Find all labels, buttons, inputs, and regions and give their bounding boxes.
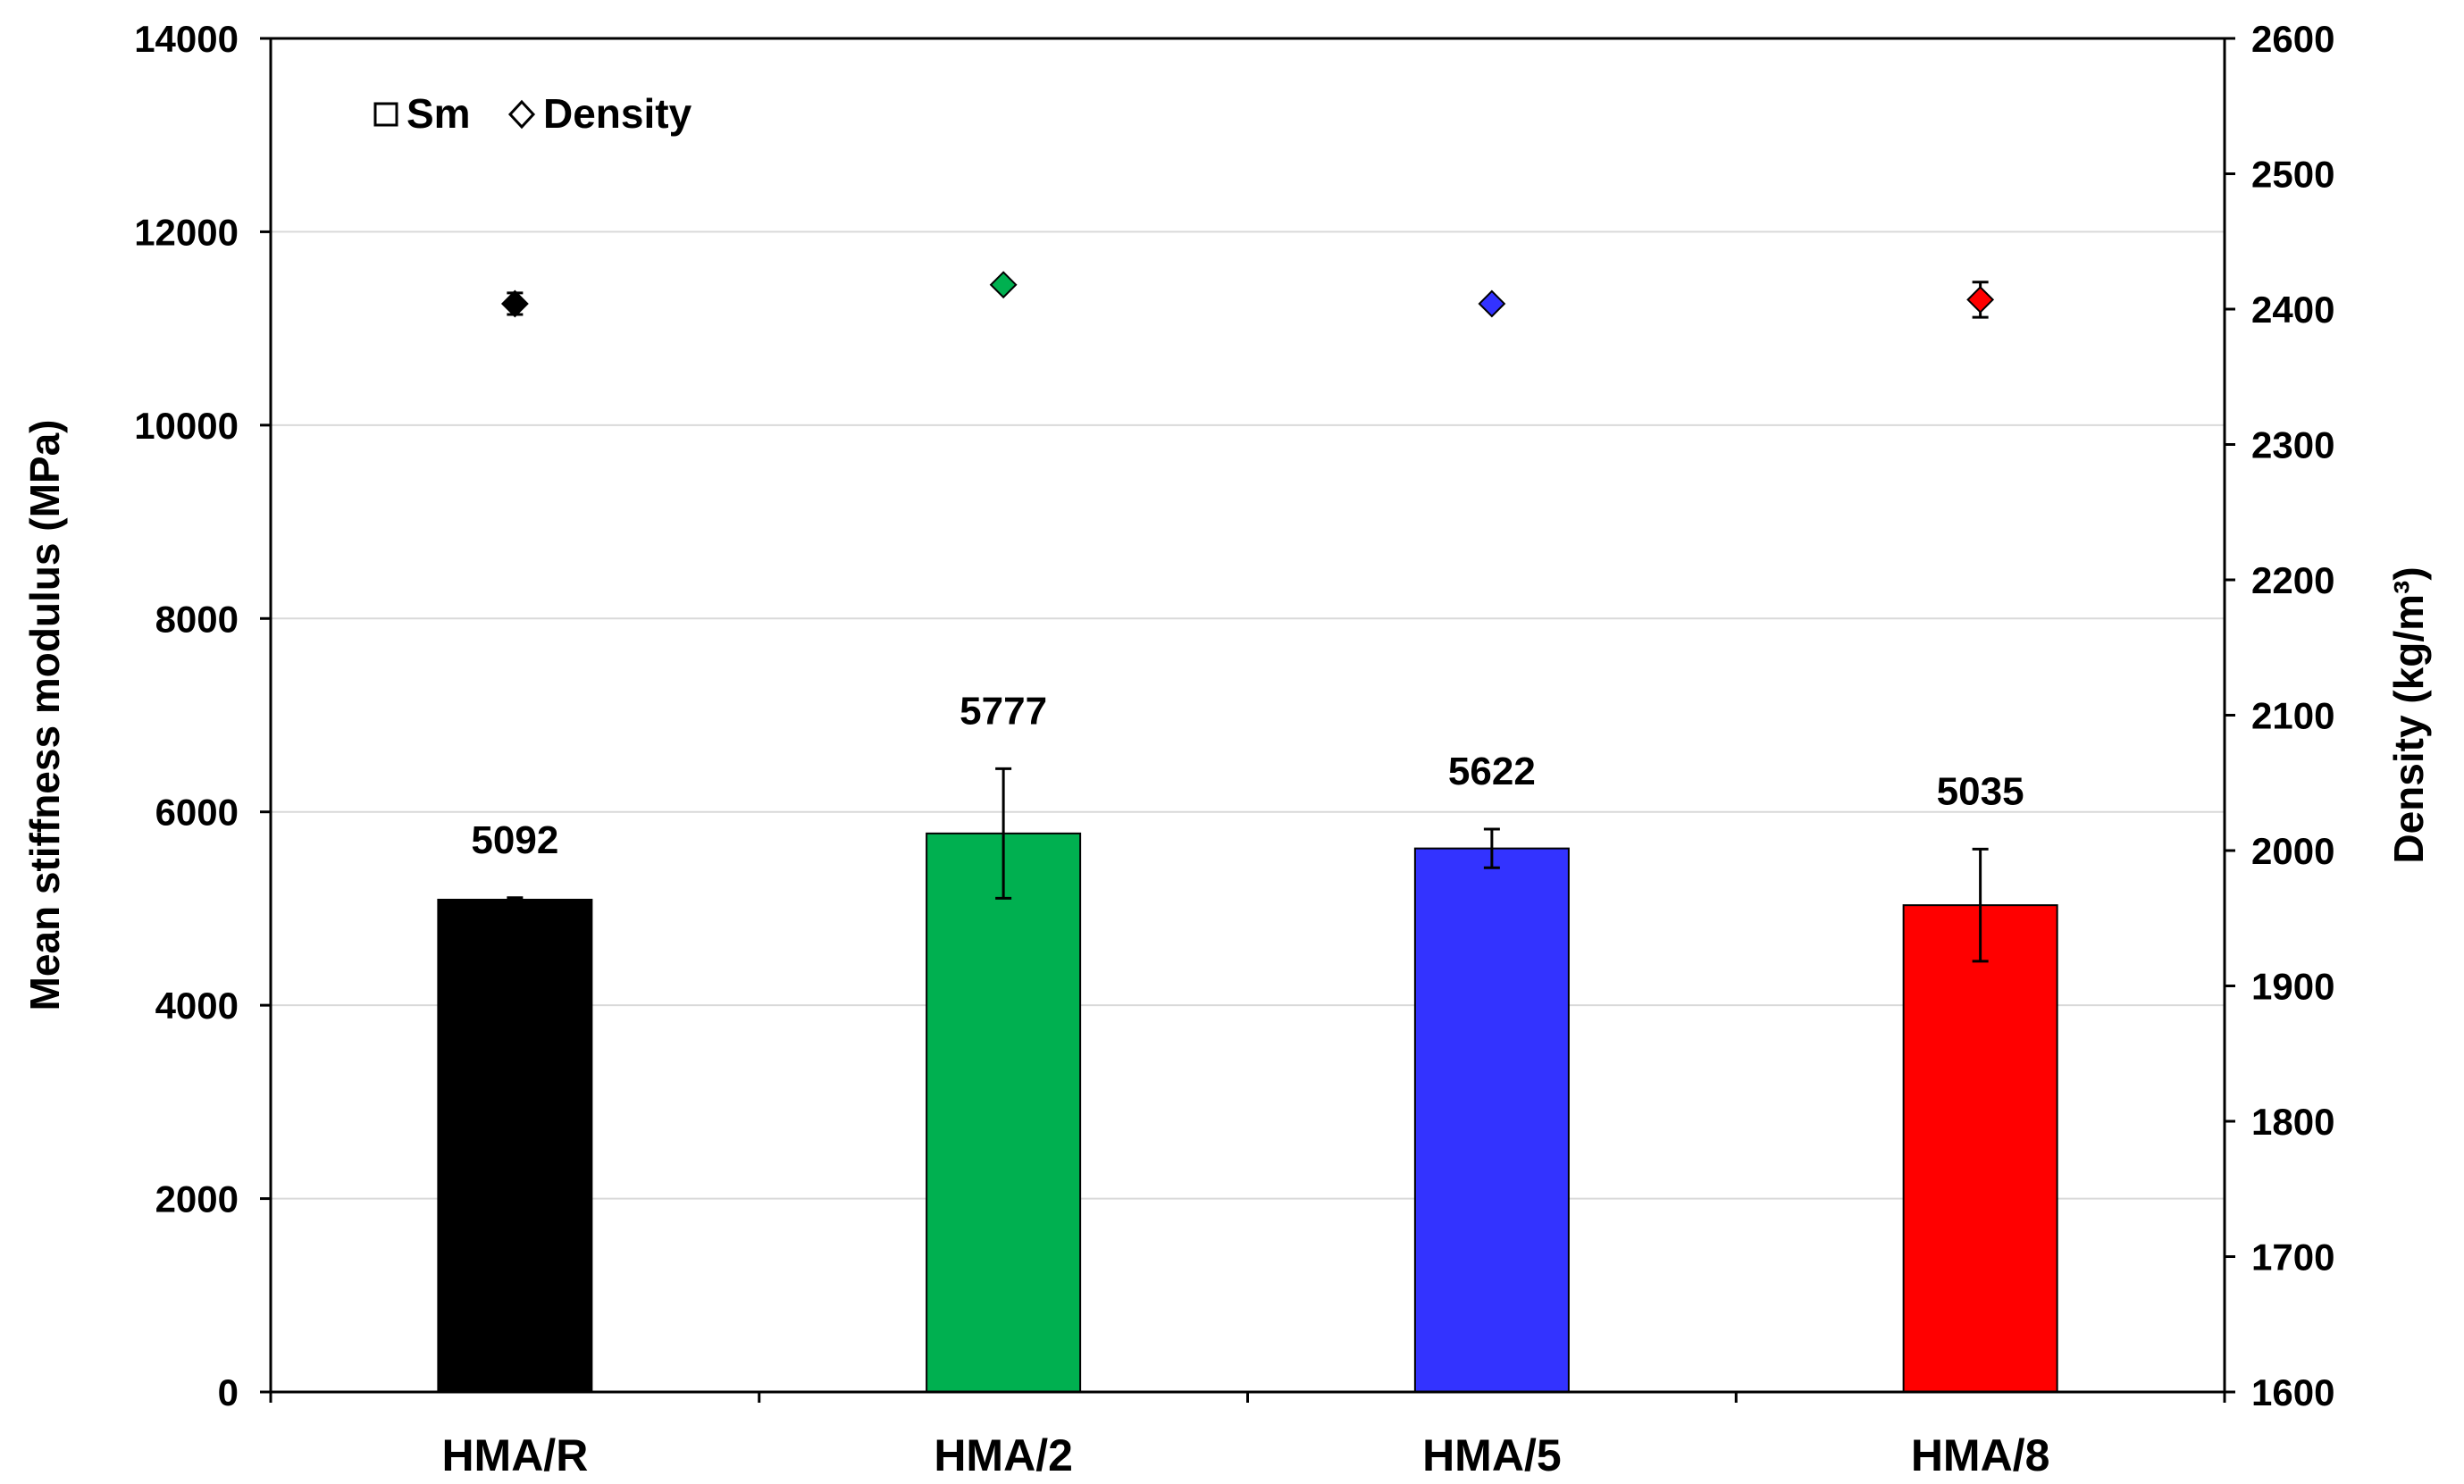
category-label-hma-5: HMA/5 (1422, 1430, 1562, 1480)
right-tick-label-1700: 1700 (2251, 1237, 2334, 1279)
left-tick-label-14000: 14000 (134, 18, 239, 60)
left-tick-label-0: 0 (218, 1371, 239, 1413)
category-labels: HMA/R HMA/2 HMA/5 HMA/8 (269, 1392, 2226, 1480)
left-axis-ticks: 0 2000 4000 6000 8000 10000 12000 14000 (134, 18, 271, 1413)
data-label-1: 5777 (960, 689, 1047, 733)
data-label-0: 5092 (471, 818, 558, 862)
right-tick-label-2100: 2100 (2251, 695, 2334, 737)
right-tick-label-1800: 1800 (2251, 1101, 2334, 1143)
right-tick-label-1900: 1900 (2251, 966, 2334, 1008)
density-point-hma-2 (989, 271, 1018, 299)
legend-label-sm: Sm (406, 90, 471, 137)
data-label-2: 5622 (1448, 750, 1536, 793)
legend: Sm Density (373, 90, 692, 137)
bar-hma-8 (1902, 904, 2058, 1393)
error-bars (507, 767, 1989, 963)
right-tick-label-2200: 2200 (2251, 559, 2334, 601)
data-label-3: 5035 (1937, 769, 2024, 813)
right-axis-title: Density (kg/m³) (2385, 566, 2432, 863)
right-tick-label-2000: 2000 (2251, 830, 2334, 872)
left-axis-title: Mean stiffness modulus (MPa) (21, 420, 68, 1011)
right-axis-ticks: 1600 1700 1800 1900 2000 2100 2200 2300 2400 2500… (2225, 18, 2334, 1413)
density-point-hma-r (500, 289, 529, 318)
data-labels: 5092 5777 5622 5035 (471, 689, 2024, 861)
left-tick-label-6000: 6000 (155, 792, 239, 834)
right-tick-label-2600: 2600 (2251, 18, 2334, 60)
left-tick-label-4000: 4000 (155, 985, 239, 1027)
bar-hma-2 (926, 832, 1082, 1393)
square-outline-icon (373, 102, 398, 127)
density-point-hma-8 (1966, 285, 1995, 314)
left-tick-label-12000: 12000 (134, 211, 239, 253)
bars (437, 832, 2058, 1393)
bar-hma-r (437, 898, 593, 1393)
category-label-hma-2: HMA/2 (934, 1430, 1073, 1480)
density-points (500, 271, 1995, 319)
category-label-hma-8: HMA/8 (1911, 1430, 2050, 1480)
density-point-hma-5 (1478, 289, 1506, 318)
left-tick-label-2000: 2000 (155, 1178, 239, 1220)
diamond-outline-icon (507, 99, 536, 130)
left-tick-label-10000: 10000 (134, 405, 239, 447)
left-tick-label-8000: 8000 (155, 598, 239, 640)
right-tick-label-2300: 2300 (2251, 424, 2334, 466)
category-label-hma-r: HMA/R (441, 1430, 588, 1480)
right-tick-label-1600: 1600 (2251, 1371, 2334, 1413)
legend-label-density: Density (543, 90, 692, 137)
right-tick-label-2400: 2400 (2251, 289, 2334, 331)
right-tick-label-2500: 2500 (2251, 154, 2334, 196)
gridlines (271, 231, 2225, 1200)
bar-hma-5 (1413, 847, 1570, 1393)
